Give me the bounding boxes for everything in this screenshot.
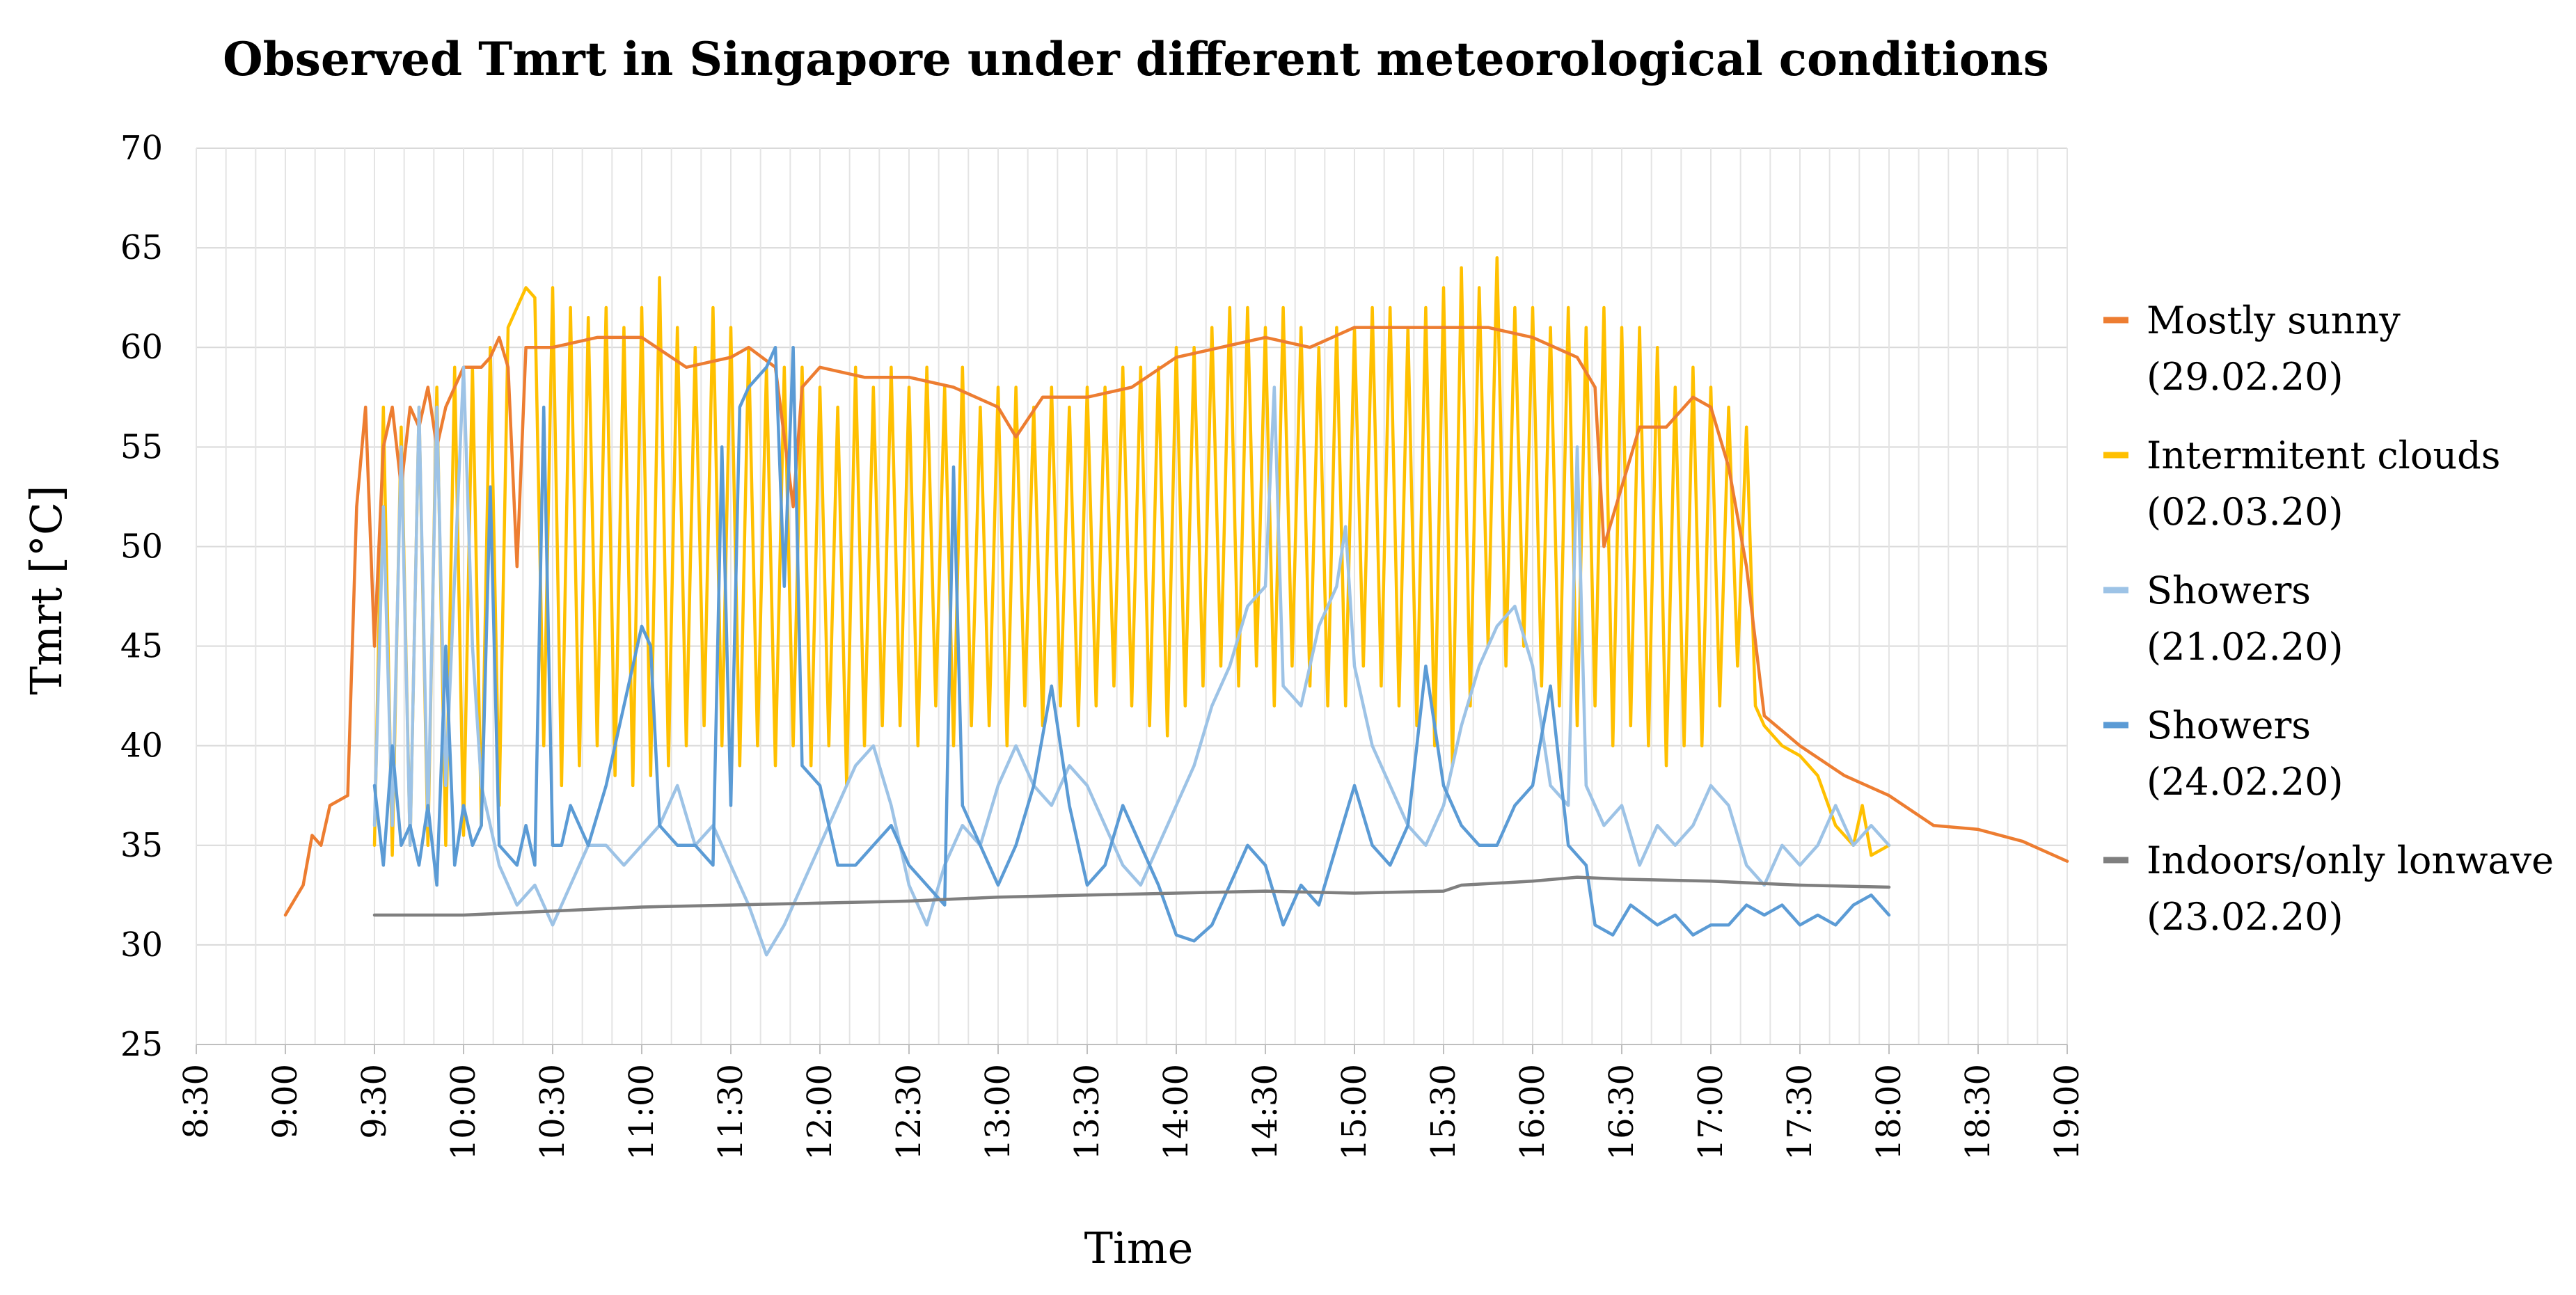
y-tick-label: 35: [120, 826, 163, 865]
x-tick-label: 16:30: [1602, 1064, 1641, 1160]
y-tick-label: 40: [120, 726, 163, 765]
chart-title: Observed Tmrt in Singapore under differe…: [223, 32, 2049, 86]
x-tick-label: 12:00: [800, 1064, 839, 1160]
legend-entry-name: Intermitent clouds: [2147, 434, 2500, 477]
x-tick-label: 16:00: [1513, 1064, 1552, 1160]
x-tick-label: 10:30: [533, 1064, 572, 1160]
x-tick-label: 12:30: [890, 1064, 929, 1160]
legend: Mostly sunny (29.02.20) Intermitent clouds…: [2103, 299, 2554, 939]
legend-entry-date: (24.02.20): [2147, 760, 2344, 804]
x-tick-label: 17:30: [1780, 1064, 1819, 1160]
x-tick-label: 15:00: [1335, 1064, 1374, 1160]
legend-entry-name: Showers: [2147, 704, 2311, 747]
y-tick-label: 55: [120, 427, 163, 466]
series-line-5: [372, 875, 1891, 917]
x-tick-label: 11:30: [711, 1064, 750, 1160]
legend-entry-date: (23.02.20): [2147, 895, 2344, 939]
y-tick-label: 50: [120, 527, 163, 566]
y-axis-ticks: 25 30 35 40 45 50 55 60 65 70: [120, 129, 163, 1064]
x-tick-label: 10:00: [444, 1064, 483, 1160]
x-tick-label: 9:30: [355, 1064, 394, 1139]
legend-entry-date: (02.03.20): [2147, 490, 2344, 534]
y-tick-label: 45: [120, 627, 163, 666]
y-tick-label: 25: [120, 1025, 163, 1064]
x-tick-label: 13:30: [1068, 1064, 1107, 1160]
legend-entry-name: Indoors/only lonwave: [2147, 839, 2554, 882]
y-tick-label: 65: [120, 228, 163, 267]
series-line-3: [372, 365, 1891, 957]
x-tick-label: 17:00: [1691, 1064, 1730, 1160]
x-tick-label: 11:00: [622, 1064, 661, 1160]
series-lines: [283, 256, 2069, 957]
x-tick-label: 15:30: [1424, 1064, 1463, 1160]
x-tick-label: 8:30: [177, 1064, 216, 1139]
x-tick-label: 18:30: [1959, 1064, 1998, 1160]
x-tick-label: 14:30: [1246, 1064, 1285, 1160]
x-tick-label: 9:00: [266, 1064, 305, 1139]
x-tick-label: 13:00: [979, 1064, 1018, 1160]
x-tick-label: 19:00: [2048, 1064, 2087, 1160]
series-line-2: [372, 256, 1891, 857]
legend-entry-date: (21.02.20): [2147, 625, 2344, 669]
x-tick-label: 18:00: [1870, 1064, 1909, 1160]
y-tick-label: 60: [120, 328, 163, 367]
y-tick-label: 30: [120, 925, 163, 964]
series-line-4: [372, 345, 1891, 943]
legend-entry-name: Showers: [2147, 569, 2311, 612]
y-tick-label: 70: [120, 129, 163, 168]
series-line-1: [283, 326, 2069, 917]
legend-entry-name: Mostly sunny: [2147, 299, 2401, 342]
y-axis-label: Tmrt [°C]: [21, 485, 72, 694]
x-tick-label: 14:00: [1157, 1064, 1196, 1160]
x-axis-label: Time: [1084, 1223, 1194, 1273]
x-axis-ticks: 8:30 9:00 9:30 10:00 10:30 11:00 11:30 12:00 12:…: [177, 1064, 2087, 1160]
legend-entry-date: (29.02.20): [2147, 355, 2344, 399]
